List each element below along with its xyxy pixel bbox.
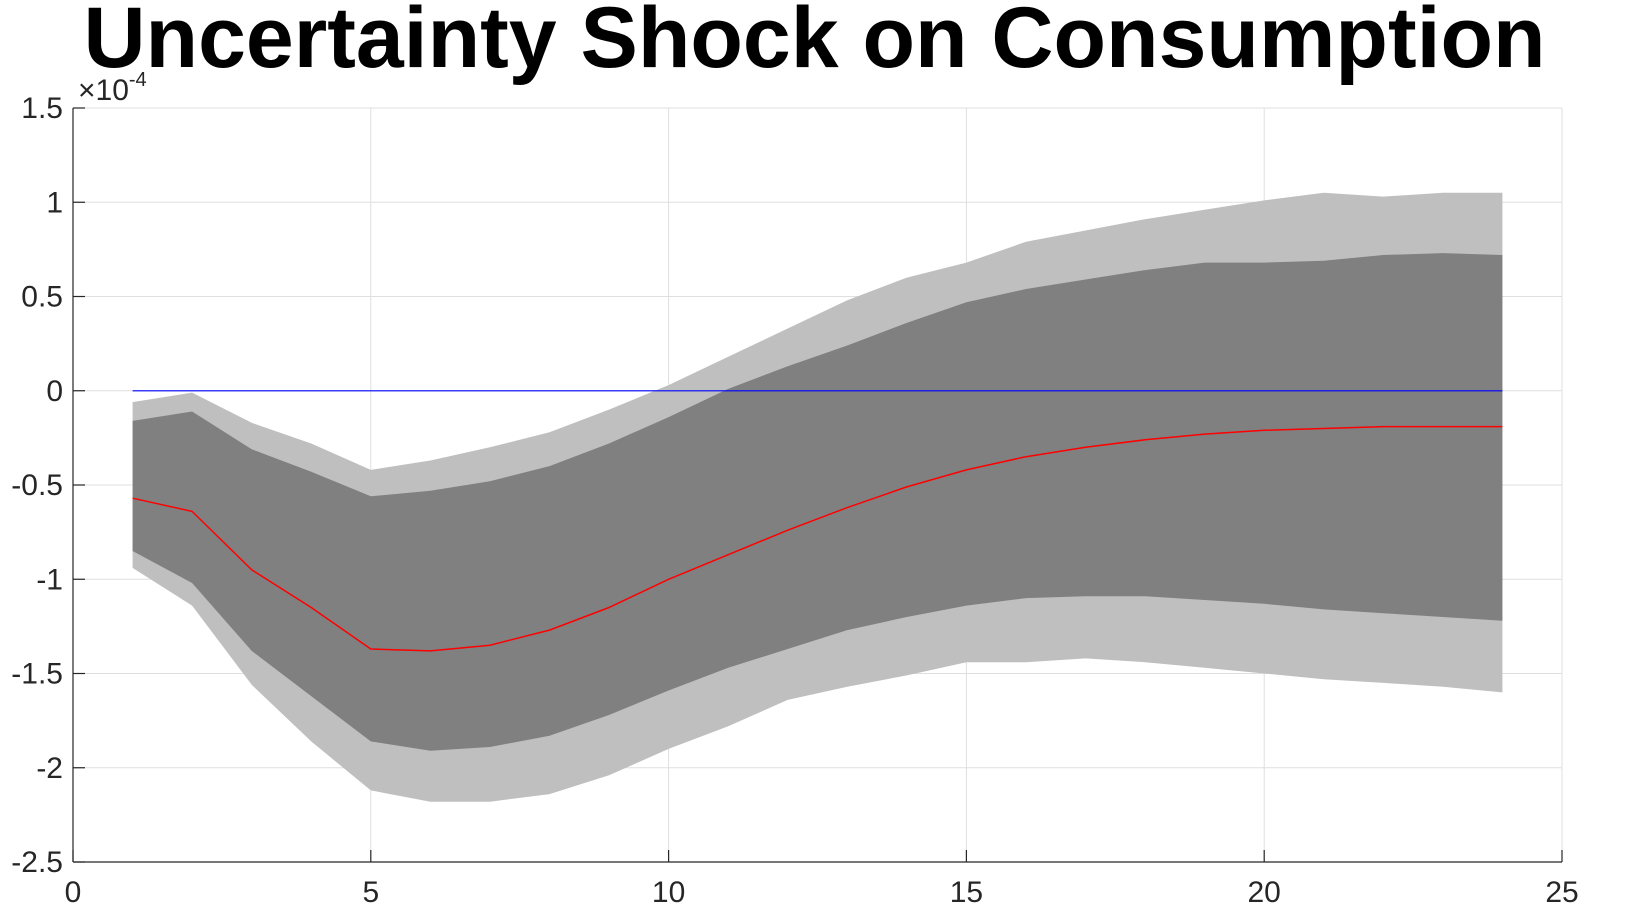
axes — [72, 107, 1563, 863]
tick-labels: 0 5 10 15 20 25 1.5 1 0.5 0 -0.5 -1 -1.5 -2 -2.5 — [11, 92, 1578, 909]
x-tick-label: 5 — [362, 876, 379, 909]
confidence-bands — [132, 192, 1503, 802]
y-tick-label: -2.5 — [11, 846, 63, 879]
series-lines — [132, 390, 1503, 652]
inner-confidence-band — [132, 253, 1503, 751]
y-tick-label: -1 — [36, 563, 63, 596]
y-tick-label: -0.5 — [11, 469, 63, 502]
x-tick-label: 0 — [65, 876, 82, 909]
y-tick-label: -1.5 — [11, 658, 63, 691]
y-axis-exponent-label: ×10-4 — [78, 69, 147, 107]
y-tick-label: -2 — [36, 752, 63, 785]
y-axis-exponent-power: -4 — [129, 69, 147, 91]
chart-title: Uncertainty Shock on Consumption — [83, 0, 1546, 86]
x-tick-label: 25 — [1545, 876, 1578, 909]
y-tick-label: 0 — [46, 375, 63, 408]
x-tick-label: 20 — [1248, 876, 1281, 909]
x-tick-label: 15 — [950, 876, 983, 909]
y-tick-label: 0.5 — [21, 281, 63, 314]
y-tick-label: 1.5 — [21, 92, 63, 125]
x-tick-label: 10 — [652, 876, 685, 909]
median-response-line — [132, 425, 1503, 652]
y-axis-exponent-prefix: ×10 — [78, 74, 129, 107]
y-tick-label: 1 — [46, 186, 63, 219]
